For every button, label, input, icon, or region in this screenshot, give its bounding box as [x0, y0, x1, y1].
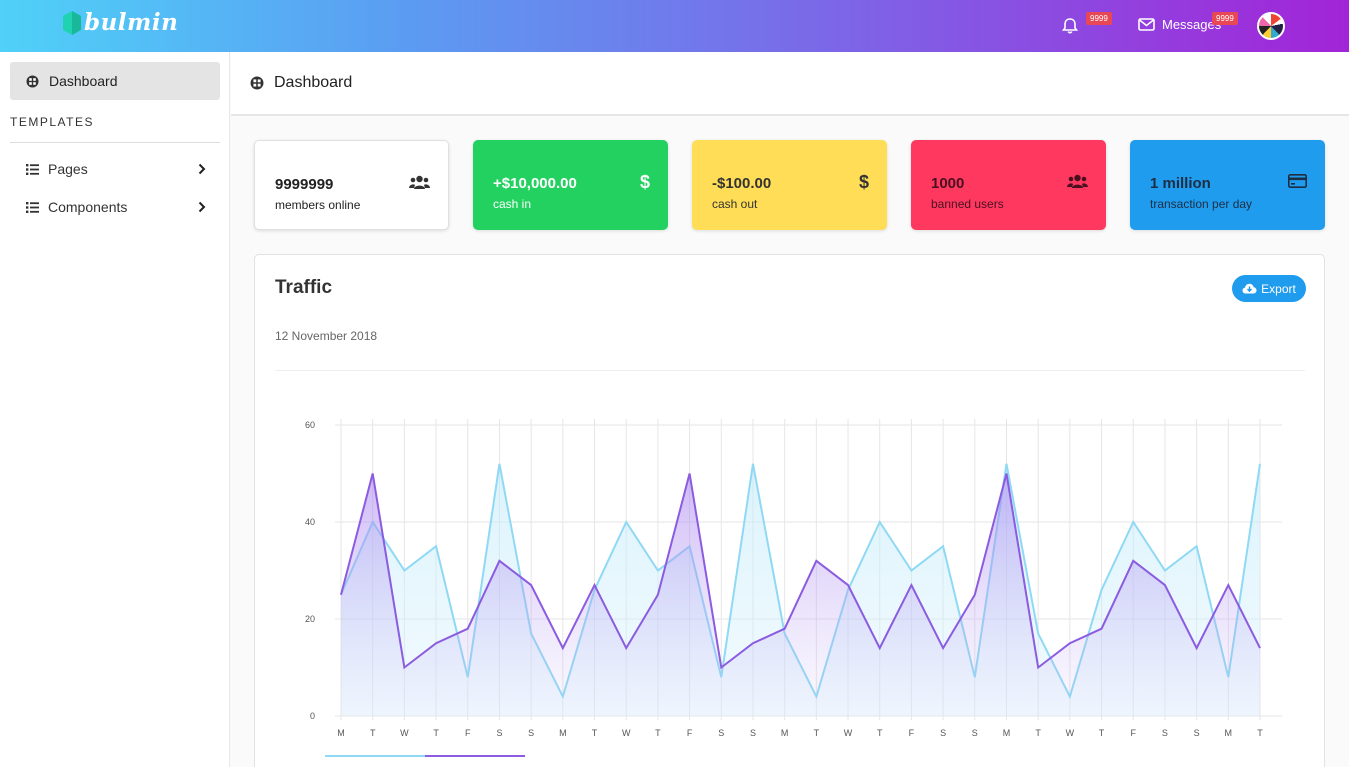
- sidebar-divider: [10, 142, 220, 143]
- top-navbar: bulmin 9999 Messages 9999: [0, 0, 1349, 52]
- x-tick-label: T: [1099, 728, 1105, 738]
- legend-swatch: [425, 755, 525, 757]
- notifications-badge: 9999: [1086, 12, 1112, 25]
- x-tick-label: S: [718, 728, 724, 738]
- sidebar-item-label: Pages: [48, 161, 88, 177]
- traffic-card: Traffic Export 12 November 2018 0 20 40 60 M…: [254, 254, 1325, 767]
- x-tick-label: T: [655, 728, 661, 738]
- dollar-icon: $: [639, 172, 650, 192]
- users-icon: [1067, 174, 1088, 188]
- cloud-download-icon: [1242, 283, 1257, 294]
- sidebar-item-label: Components: [48, 199, 128, 215]
- x-tick-label: F: [909, 728, 915, 738]
- stat-card-cash-out: -$100.00 cash out $: [692, 140, 887, 230]
- messages-badge: 9999: [1212, 12, 1238, 25]
- x-tick-label: W: [844, 728, 853, 738]
- users-icon: [409, 175, 430, 189]
- x-tick-label: M: [559, 728, 567, 738]
- sidebar-item-components[interactable]: Components: [26, 199, 206, 215]
- export-button[interactable]: Export: [1232, 275, 1306, 302]
- traffic-date: 12 November 2018: [275, 329, 378, 343]
- x-tick-label: W: [1066, 728, 1075, 738]
- stat-value: 9999999: [275, 176, 334, 193]
- chevron-right-icon: [198, 163, 206, 175]
- brand-logo[interactable]: bulmin: [62, 9, 178, 36]
- x-tick-label: S: [1194, 728, 1200, 738]
- x-tick-label: S: [972, 728, 978, 738]
- x-tick-label: S: [496, 728, 502, 738]
- export-label: Export: [1261, 281, 1296, 296]
- stat-value: 1 million: [1150, 175, 1211, 192]
- stat-value: +$10,000.00: [493, 175, 577, 192]
- x-tick-label: T: [370, 728, 376, 738]
- stat-card-cash-in: +$10,000.00 cash in $: [473, 140, 668, 230]
- credit-card-icon: [1288, 174, 1307, 188]
- x-tick-label: T: [433, 728, 439, 738]
- x-tick-label: T: [592, 728, 598, 738]
- dashboard-icon: [250, 76, 264, 90]
- messages-link[interactable]: Messages: [1138, 17, 1221, 32]
- sidebar-item-dashboard[interactable]: Dashboard: [10, 62, 220, 100]
- dashboard-icon: [26, 75, 39, 87]
- x-tick-label: T: [877, 728, 883, 738]
- x-tick-label: T: [1257, 728, 1263, 738]
- list-icon: [26, 201, 39, 213]
- brand-name: bulmin: [84, 9, 179, 36]
- stat-card-banned-users: 1000 banned users: [911, 140, 1106, 230]
- stat-card-transactions: 1 million transaction per day: [1130, 140, 1325, 230]
- traffic-divider: [275, 370, 1305, 371]
- x-tick-label: W: [622, 728, 631, 738]
- x-tick-label: S: [1162, 728, 1168, 738]
- sidebar-section-heading: TEMPLATES: [10, 115, 94, 129]
- y-tick-label: 0: [310, 711, 315, 721]
- traffic-area-chart: 0 20 40 60 M T W T F S S M T W T F S S M T W T F S S M T W T F S S M T: [305, 419, 1282, 757]
- y-tick-label: 20: [305, 614, 315, 624]
- stat-value: 1000: [931, 175, 965, 192]
- stat-label: banned users: [931, 197, 1004, 211]
- bell-icon[interactable]: [1060, 16, 1080, 36]
- user-avatar[interactable]: [1257, 12, 1285, 40]
- dollar-icon: $: [858, 172, 869, 192]
- traffic-title: Traffic: [275, 277, 333, 298]
- chevron-right-icon: [198, 201, 206, 213]
- sidebar-item-pages[interactable]: Pages: [26, 161, 206, 177]
- x-tick-label: M: [781, 728, 789, 738]
- stat-label: members online: [275, 198, 361, 212]
- y-tick-label: 40: [305, 517, 315, 527]
- stat-label: transaction per day: [1150, 197, 1253, 211]
- messages-label: Messages: [1162, 17, 1222, 32]
- page-title: Dashboard: [274, 74, 353, 91]
- x-tick-label: S: [940, 728, 946, 738]
- x-tick-label: F: [465, 728, 471, 738]
- stat-value: -$100.00: [712, 175, 772, 192]
- list-icon: [26, 163, 39, 175]
- x-tick-label: F: [1130, 728, 1136, 738]
- x-tick-label: T: [814, 728, 820, 738]
- sidebar-item-label: Dashboard: [49, 73, 118, 89]
- series-line: [340, 473, 1261, 670]
- x-tick-label: M: [337, 728, 345, 738]
- stat-label: cash out: [712, 197, 758, 211]
- legend-swatch: [325, 755, 425, 757]
- x-tick-label: M: [1003, 728, 1011, 738]
- x-tick-label: W: [400, 728, 409, 738]
- x-tick-label: M: [1225, 728, 1233, 738]
- page-header: Dashboard: [231, 52, 1349, 116]
- x-tick-label: S: [528, 728, 534, 738]
- x-tick-label: T: [1035, 728, 1041, 738]
- sidebar: Dashboard TEMPLATES Pages Components: [0, 52, 230, 767]
- envelope-icon: [1138, 18, 1155, 31]
- stat-label: cash in: [493, 197, 532, 211]
- x-tick-label: S: [750, 728, 756, 738]
- y-tick-label: 60: [305, 420, 315, 430]
- hexagon-logo-icon: [63, 10, 81, 35]
- stat-card-members: 9999999 members online: [254, 140, 449, 230]
- x-tick-label: F: [687, 728, 693, 738]
